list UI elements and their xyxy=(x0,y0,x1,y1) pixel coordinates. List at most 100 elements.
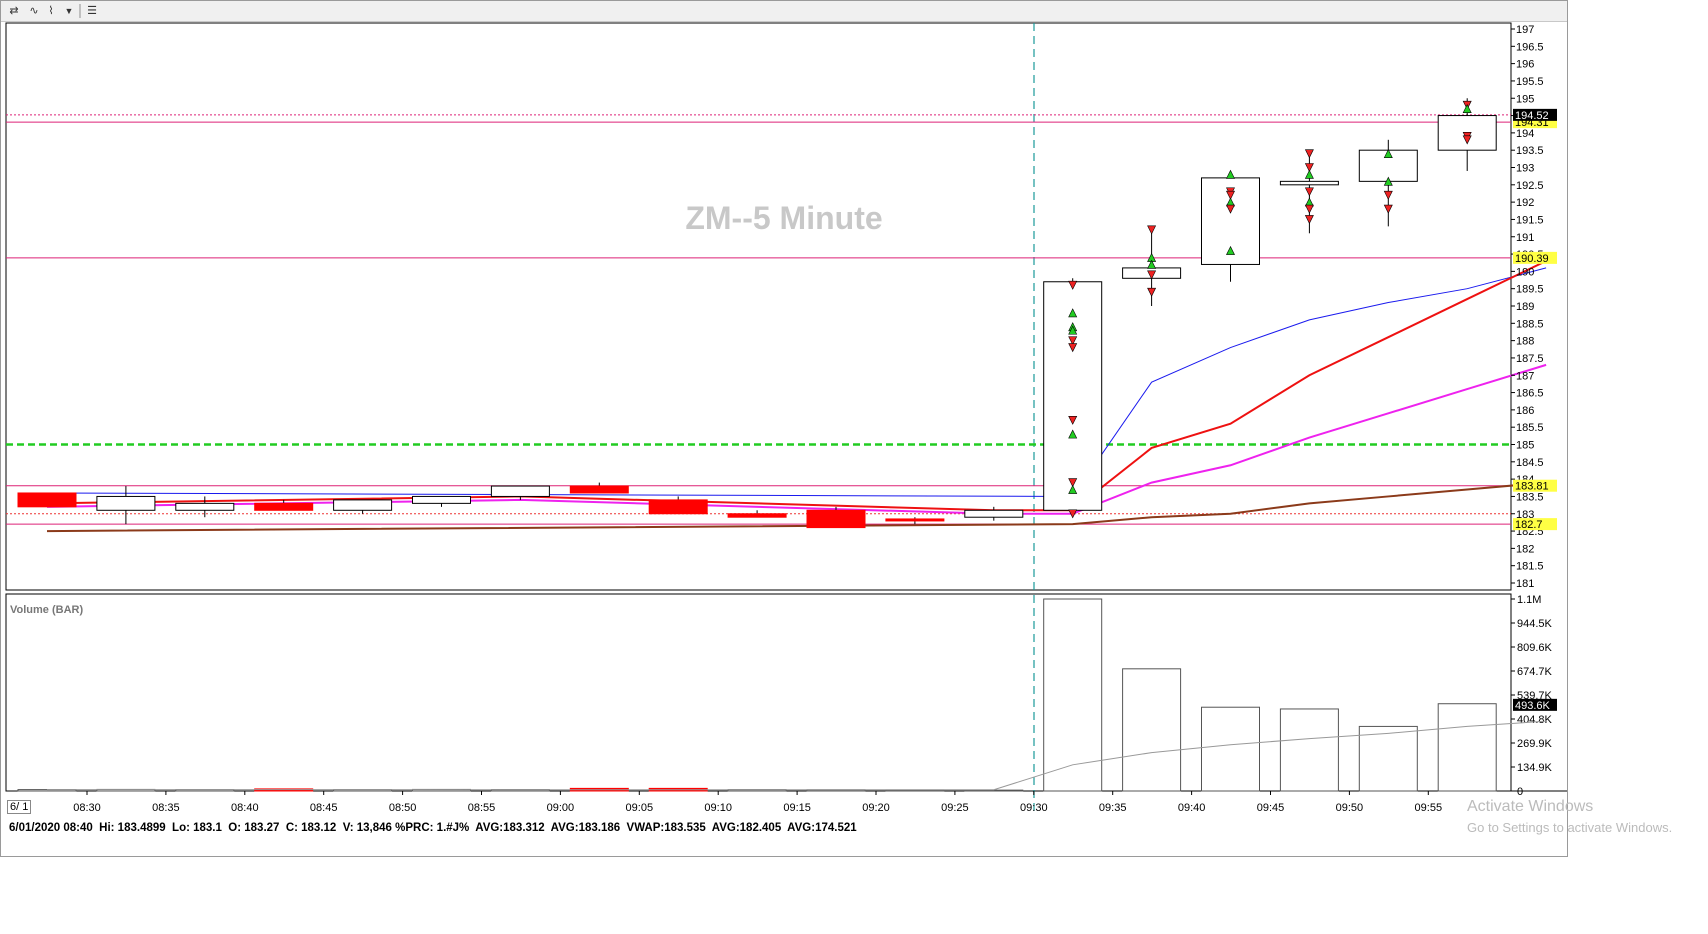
price-level-label: 190.39 xyxy=(1515,253,1549,265)
price-tick-label: 189 xyxy=(1516,301,1534,313)
sell-marker xyxy=(1304,215,1314,225)
candle-body xyxy=(175,502,235,511)
line-tools-icon[interactable]: ∿ xyxy=(29,5,39,17)
price-tick-label: 183 xyxy=(1516,509,1534,521)
indicator-line-brown xyxy=(46,481,1547,533)
sell-marker xyxy=(1068,415,1078,425)
candle-body xyxy=(806,509,866,529)
activate-windows-subtitle: Go to Settings to activate Windows. xyxy=(1467,820,1673,835)
price-tick-label: 190 xyxy=(1516,266,1534,278)
buy-marker xyxy=(1226,245,1235,255)
sell-marker xyxy=(1462,135,1472,145)
price-tick-label: 188.5 xyxy=(1516,318,1544,330)
candle-body xyxy=(254,502,314,511)
time-tick-label: 09:50 xyxy=(1336,802,1364,814)
price-tick-label: 197 xyxy=(1516,24,1534,36)
buy-marker xyxy=(1068,484,1078,494)
volume-panel: 1.1M944.5K809.6K674.7K539.7K404.8K269.9K… xyxy=(17,594,1557,798)
price-tick-label: 194 xyxy=(1516,128,1534,140)
menu-icon[interactable]: ☰ xyxy=(87,5,97,17)
sell-marker xyxy=(1304,163,1314,173)
candle-body xyxy=(885,518,945,522)
status-bar: 6/01/2020 08:40 Hi: 183.4899 Lo: 183.1 O… xyxy=(9,822,857,834)
time-tick-label: 09:35 xyxy=(1099,802,1127,814)
volume-tick-label: 1.1M xyxy=(1517,594,1541,606)
dropdown-icon[interactable]: ▼ xyxy=(64,6,74,16)
price-tick-label: 184.5 xyxy=(1516,457,1544,469)
price-tick-label: 192.5 xyxy=(1516,180,1544,192)
volume-bar xyxy=(1201,706,1260,792)
buy-marker xyxy=(1068,308,1078,318)
candle-body xyxy=(17,492,77,508)
sell-marker xyxy=(1304,204,1314,214)
sell-marker xyxy=(1147,225,1157,235)
volume-bar xyxy=(1122,668,1182,792)
horizontal-lines xyxy=(6,114,1511,525)
candle-body xyxy=(412,495,471,504)
volume-tick-label: 404.8K xyxy=(1517,714,1553,726)
time-tick-label: 08:50 xyxy=(389,802,417,814)
time-tick-label: 09:25 xyxy=(941,802,969,814)
volume-price-label-bg xyxy=(1513,698,1557,711)
sell-marker xyxy=(1068,343,1078,353)
price-tick-label: 181 xyxy=(1516,578,1534,590)
price-tick-label: 188 xyxy=(1516,336,1534,348)
price-axis: 197196.5196195.5195194.5194193.5193192.5… xyxy=(1511,24,1557,590)
time-tick-label: 09:15 xyxy=(783,802,811,814)
candle-body xyxy=(1279,180,1339,186)
price-tick-label: 187 xyxy=(1516,370,1534,382)
sell-marker xyxy=(1304,149,1314,159)
buy-marker xyxy=(1383,148,1393,158)
sell-marker xyxy=(1068,280,1078,290)
price-level-label-bg xyxy=(1513,518,1557,531)
time-tick-label: 09:30 xyxy=(1020,802,1048,814)
volume-tick-label: 269.9K xyxy=(1517,738,1553,750)
price-level-label: 182.7 xyxy=(1515,519,1543,531)
price-tick-label: 196 xyxy=(1516,59,1534,71)
volume-average-line xyxy=(46,720,1547,791)
sell-marker xyxy=(1068,509,1078,519)
time-tick-label: 09:20 xyxy=(862,802,890,814)
date-box[interactable]: 6/ 1 xyxy=(7,800,32,814)
price-tick-label: 191.5 xyxy=(1516,214,1544,226)
price-tick-label: 187.5 xyxy=(1516,353,1544,365)
volume-price-label: 493.6K xyxy=(1515,700,1551,712)
time-tick-label: 09:55 xyxy=(1415,802,1443,814)
sell-marker xyxy=(1383,204,1393,214)
volume-tick-label: 944.5K xyxy=(1517,618,1553,630)
price-level-label: 194.52 xyxy=(1515,110,1549,122)
candle-body xyxy=(727,513,787,518)
volume-tick-label: 0 xyxy=(1517,786,1523,798)
volume-bar xyxy=(1043,598,1103,792)
candle-body xyxy=(490,485,550,497)
candle-body xyxy=(569,485,629,494)
price-tick-label: 193.5 xyxy=(1516,145,1544,157)
time-tick-label: 09:45 xyxy=(1257,802,1285,814)
chart-window: ⇄ ∿ ⌇ ▼ ☰ ZM--5 Minute 197 196.5 196 195.5 1… xyxy=(0,0,1672,857)
buy-marker xyxy=(1068,429,1078,439)
candle-body xyxy=(96,495,156,511)
price-tick-label: 196.5 xyxy=(1516,41,1544,53)
time-tick-label: 08:45 xyxy=(310,802,338,814)
time-axis: 08:30 08:35 08:40 08:45 08:50 08:55 09:00 09:05… xyxy=(73,791,1442,814)
volume-tick-label: 134.9K xyxy=(1517,762,1553,774)
indicator-line-blue xyxy=(46,267,1547,497)
price-level-label-bg xyxy=(1513,251,1557,264)
price-tick-label: 192 xyxy=(1516,197,1534,209)
indicator-lines xyxy=(46,260,1547,533)
buy-marker xyxy=(1147,259,1157,269)
volume-bar xyxy=(1279,708,1339,792)
sell-marker xyxy=(1147,287,1157,297)
time-tick-label: 08:40 xyxy=(231,802,259,814)
price-chart[interactable]: ZM--5 Minute 197196.5196195.5195194.5194… xyxy=(1,1,1567,857)
candle-body xyxy=(333,499,393,511)
cursor-icon[interactable]: ⇄ xyxy=(9,5,19,17)
price-tick-label: 185 xyxy=(1516,440,1534,452)
price-tick-label: 189.5 xyxy=(1516,284,1544,296)
candles xyxy=(17,98,1497,529)
line-tools-icon[interactable]: ⌇ xyxy=(48,5,54,17)
price-tick-label: 195.5 xyxy=(1516,76,1544,88)
sell-marker xyxy=(1068,478,1078,488)
buy-marker xyxy=(1226,169,1235,179)
candle-body xyxy=(1043,281,1103,511)
